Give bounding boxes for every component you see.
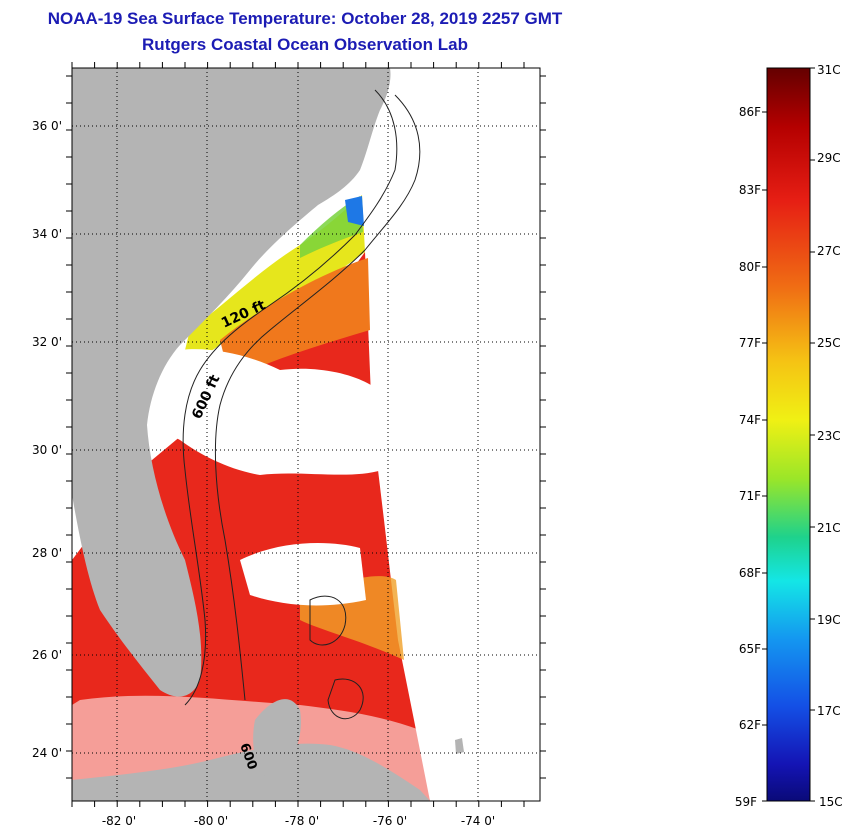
legend-fahrenheit-80: 80F: [739, 260, 761, 274]
legend-fahrenheit-74: 74F: [739, 413, 761, 427]
legend-fahrenheit-68: 68F: [739, 566, 761, 580]
contour-bahamas: [309, 595, 364, 720]
legend-celsius-15: 15C: [819, 795, 843, 809]
chart-title: NOAA-19 Sea Surface Temperature: October…: [47, 9, 563, 28]
lon-label-74: -74 0': [461, 814, 495, 828]
cloud-cover-north: [149, 349, 382, 475]
land-island-east: [455, 738, 464, 754]
lon-label-82: -82 0': [102, 814, 136, 828]
cloud-cover-central: [240, 543, 366, 606]
lat-label-28: 28 0': [32, 546, 62, 560]
legend-celsius-17: 17C: [817, 704, 841, 718]
color-bar-ticks: [762, 67, 815, 802]
legend-celsius-19: 19C: [817, 613, 841, 627]
legend-fahrenheit-77: 77F: [739, 336, 761, 350]
lon-label-76: -76 0': [373, 814, 407, 828]
legend-fahrenheit-83: 83F: [739, 183, 761, 197]
legend-celsius-29: 29C: [817, 151, 841, 165]
legend-celsius-25: 25C: [817, 336, 841, 350]
lat-label-34: 34 0': [32, 227, 62, 241]
lat-label-24: 24 0': [32, 746, 62, 760]
contour-600ft: [214, 94, 421, 701]
legend-celsius-27: 27C: [817, 244, 841, 258]
lat-label-36: 36 0': [32, 119, 62, 133]
lat-label-32: 32 0': [32, 335, 62, 349]
legend-fahrenheit-59: 59F: [735, 795, 757, 809]
land-bahamas: [253, 699, 301, 780]
map-area: [72, 68, 540, 801]
sst-blue-patch: [345, 196, 364, 226]
legend-celsius-21: 21C: [817, 521, 841, 535]
axis-ticks: [66, 62, 546, 807]
temperature-color-bar: [766, 67, 811, 802]
legend-celsius-31: 31C: [817, 63, 841, 77]
sst-orange-band: [220, 258, 370, 380]
lat-label-30: 30 0': [32, 443, 62, 457]
land-mainland: [72, 68, 391, 697]
land-cuba: [72, 743, 430, 801]
legend-celsius-23: 23C: [817, 429, 841, 443]
map-frame: [71, 67, 541, 802]
legend-fahrenheit-62: 62F: [739, 718, 761, 732]
contour-120ft: [182, 89, 398, 706]
legend-fahrenheit-86: 86F: [739, 105, 761, 119]
lon-label-80: -80 0': [194, 814, 228, 828]
lat-label-26: 26 0': [32, 648, 62, 662]
legend-fahrenheit-65: 65F: [739, 642, 761, 656]
chart-subtitle: Rutgers Coastal Ocean Observation Lab: [142, 35, 468, 54]
lon-label-78: -78 0': [285, 814, 319, 828]
legend-fahrenheit-71: 71F: [739, 489, 761, 503]
